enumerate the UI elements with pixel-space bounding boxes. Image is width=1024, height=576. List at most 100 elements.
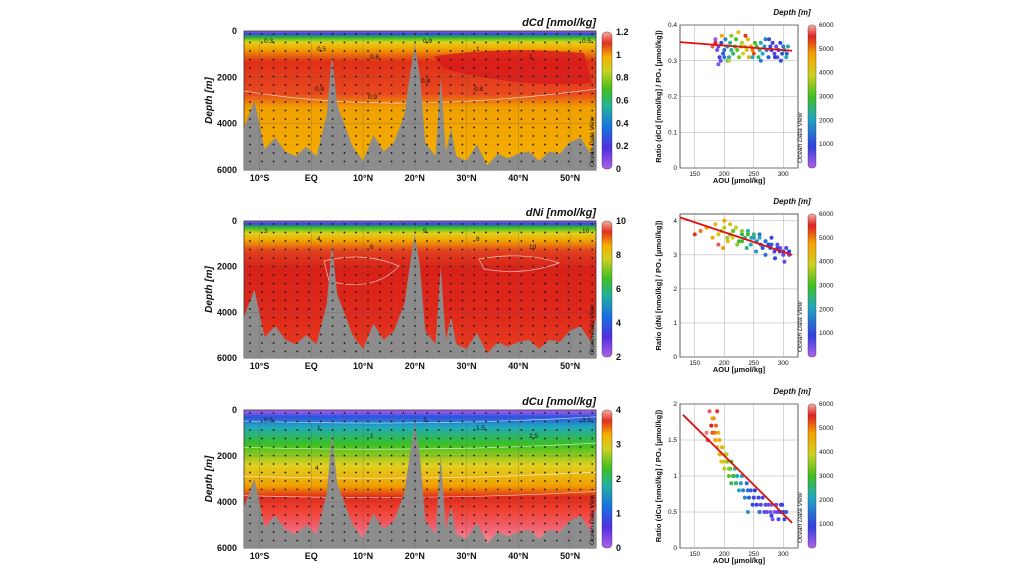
sample-dot <box>473 471 476 474</box>
sample-dot <box>355 539 358 542</box>
sample-dot <box>249 505 251 508</box>
x-tick-label: 20°N <box>405 551 425 561</box>
data-point <box>769 235 774 240</box>
sample-dot <box>555 446 558 448</box>
sample-dot <box>284 531 287 533</box>
sample-dot <box>414 539 417 542</box>
y-tick-label: 1 <box>673 320 677 327</box>
sample-dot <box>402 126 405 129</box>
sample-dot <box>532 240 535 242</box>
sample-dot <box>260 152 263 154</box>
colorbar-tick-label: 0 <box>616 543 621 553</box>
sample-dot <box>520 67 523 69</box>
sample-dot <box>532 522 535 525</box>
sample-dot <box>367 152 369 154</box>
sample-dot <box>544 231 546 234</box>
sample-dot <box>402 480 405 482</box>
sample-dot <box>520 135 523 137</box>
sample-dot <box>319 58 322 61</box>
sample-dot <box>591 514 594 516</box>
sample-dot <box>308 446 310 448</box>
sample-dot <box>496 316 499 319</box>
sample-dot <box>414 488 417 491</box>
sample-dot <box>355 41 358 44</box>
sample-dot <box>355 67 358 69</box>
sample-dot <box>437 342 440 344</box>
y-tick-label: 0 <box>232 405 237 415</box>
sample-dot <box>296 109 299 112</box>
y-tick-label: 0 <box>673 545 677 552</box>
sample-dot <box>308 282 310 285</box>
data-point <box>778 502 783 507</box>
sample-dot <box>520 531 523 533</box>
sample-dot <box>308 33 310 35</box>
sample-dot <box>544 514 546 516</box>
sample-dot <box>402 471 405 474</box>
sample-dot <box>426 143 428 146</box>
sample-dot <box>485 299 487 302</box>
sample-dot <box>355 531 358 533</box>
sample-dot <box>331 84 334 86</box>
sample-dot <box>567 299 570 302</box>
sample-dot <box>355 240 358 242</box>
sample-dot <box>355 152 358 154</box>
sample-dot <box>260 505 263 508</box>
sample-dot <box>308 471 310 474</box>
sample-dot <box>378 58 381 61</box>
sample-dot <box>378 152 381 154</box>
sample-dot <box>308 223 310 225</box>
colorbar-tick-label: 1000 <box>819 141 834 148</box>
y-tick-label: 0 <box>232 216 237 226</box>
sample-dot <box>296 143 299 146</box>
sample-dot <box>532 531 535 533</box>
sample-dot <box>284 471 287 474</box>
sample-dot <box>272 471 275 474</box>
sample-dot <box>414 92 417 95</box>
data-point <box>775 242 780 247</box>
sample-dot <box>343 316 346 319</box>
sample-dot <box>520 231 523 234</box>
sample-dot <box>555 437 558 440</box>
sample-dot <box>414 41 417 44</box>
sample-dot <box>414 101 417 103</box>
sample-dot <box>520 92 523 95</box>
sample-dot <box>319 480 322 482</box>
sample-dot <box>414 75 417 78</box>
sample-dot <box>520 50 523 52</box>
sample-dot <box>355 257 358 259</box>
data-point <box>758 502 763 507</box>
sample-dot <box>378 497 381 499</box>
sample-dot <box>390 471 393 474</box>
sample-dot <box>496 497 499 499</box>
sample-dot <box>367 412 369 414</box>
sample-dot <box>579 446 582 448</box>
sample-dot <box>272 240 275 242</box>
sample-dot <box>319 463 322 465</box>
sample-dot <box>555 514 558 516</box>
data-point <box>780 51 785 56</box>
sample-dot <box>532 84 535 86</box>
sample-dot <box>260 342 263 344</box>
sample-dot <box>496 248 499 251</box>
data-point <box>776 517 781 522</box>
sample-dot <box>555 101 558 103</box>
sample-dot <box>355 33 358 35</box>
sample-dot <box>449 257 452 259</box>
sample-dot <box>426 429 428 431</box>
sample-dot <box>319 437 322 440</box>
sample-dot <box>485 231 487 234</box>
sample-dot <box>508 531 511 533</box>
sample-dot <box>308 135 310 137</box>
sample-dot <box>544 342 546 344</box>
x-tick-label: 200 <box>719 171 730 178</box>
sample-dot <box>485 92 487 95</box>
sample-dot <box>461 463 464 465</box>
sample-dot <box>319 240 322 242</box>
sample-dot <box>355 223 358 225</box>
sample-dot <box>343 50 346 52</box>
sample-dot <box>485 84 487 86</box>
sample-dot <box>473 248 476 251</box>
sample-dot <box>591 308 594 310</box>
sample-dot <box>272 531 275 533</box>
sample-dot <box>449 84 452 86</box>
